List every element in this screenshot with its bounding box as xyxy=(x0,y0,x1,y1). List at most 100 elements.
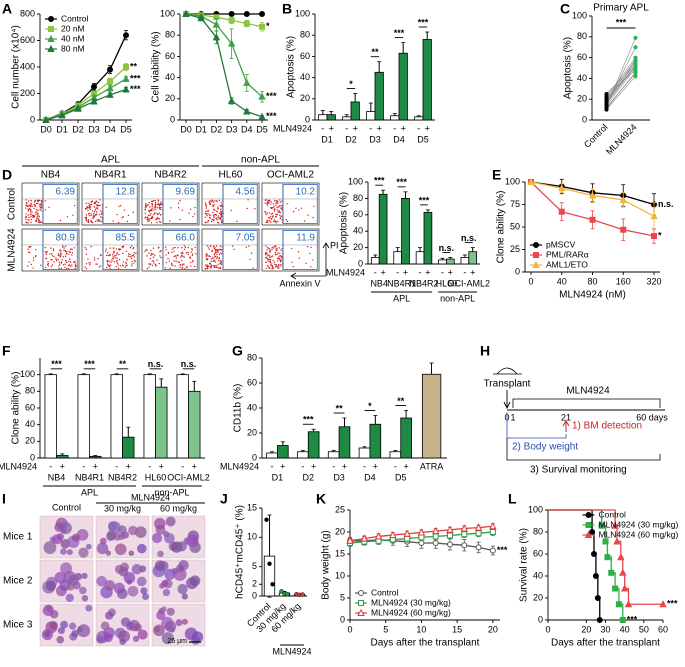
marker xyxy=(589,529,596,535)
y-axis-label: Apoptosis (%) xyxy=(339,192,350,254)
flow-event xyxy=(281,257,283,259)
flow-event xyxy=(38,215,41,218)
significance: ** xyxy=(397,396,405,406)
flow-event xyxy=(71,254,73,256)
bar xyxy=(266,452,278,459)
flow-event xyxy=(213,218,215,221)
bar xyxy=(77,374,90,459)
flow-event xyxy=(246,207,248,210)
flow-event xyxy=(122,261,124,263)
flow-event xyxy=(115,254,117,257)
x-axis-label: MLN4924 (nM) xyxy=(559,290,626,301)
flow-event xyxy=(265,267,268,270)
flow-event xyxy=(180,252,182,254)
cell xyxy=(119,638,126,646)
flow-event xyxy=(159,255,161,257)
flow-event xyxy=(119,205,122,207)
flow-event xyxy=(52,248,55,250)
flow-event xyxy=(85,268,88,270)
flow-event xyxy=(276,209,278,211)
marker xyxy=(122,85,130,93)
flow-event xyxy=(122,245,125,247)
flow-event xyxy=(160,206,162,209)
step-label: 3) Survival monitoring xyxy=(530,465,627,476)
data-point xyxy=(633,74,638,79)
marker xyxy=(91,83,97,90)
flow-event xyxy=(216,219,219,221)
marker xyxy=(598,522,605,529)
flow-event xyxy=(106,254,108,257)
flow-event xyxy=(190,261,192,264)
x-tick-label: NB4R2 xyxy=(108,472,137,482)
flow-event xyxy=(249,258,251,261)
flow-event xyxy=(191,254,194,257)
y-axis-label: Body weight (g) xyxy=(321,530,332,599)
flow-event xyxy=(121,216,123,219)
flow-event xyxy=(220,214,223,216)
marker xyxy=(617,553,625,561)
cell xyxy=(153,624,165,637)
flow-event xyxy=(90,220,93,222)
flow-event xyxy=(45,257,47,259)
flow-event xyxy=(266,258,268,260)
flow-event xyxy=(267,254,269,256)
flow-event xyxy=(68,253,70,255)
flow-event xyxy=(307,214,309,216)
flow-event xyxy=(129,256,131,258)
flow-event xyxy=(281,200,283,203)
flow-event xyxy=(213,216,215,219)
cell xyxy=(126,579,132,585)
bar xyxy=(414,116,424,121)
marker xyxy=(475,544,482,551)
flow-event xyxy=(37,215,39,217)
legend-label: MLN4924 (30 mg/kg) xyxy=(599,519,679,529)
flow-event xyxy=(266,202,268,204)
marker xyxy=(619,195,627,203)
flow-event xyxy=(265,221,267,223)
y-axis-label: Clone ability (%) xyxy=(11,372,22,445)
x-tick-label: D5 xyxy=(256,124,268,134)
flow-event xyxy=(131,254,134,257)
flow-event xyxy=(147,204,149,206)
flow-event xyxy=(28,209,30,211)
flow-event xyxy=(205,204,207,206)
flow-event xyxy=(158,262,160,265)
flow-event xyxy=(218,257,221,259)
flow-event xyxy=(279,211,282,214)
bar xyxy=(415,251,425,265)
x-tick-label: HL60 xyxy=(145,472,167,482)
flow-event xyxy=(160,256,162,259)
column-label: 30 mg/kg xyxy=(104,503,141,513)
flow-event xyxy=(218,212,221,215)
significance: *** xyxy=(418,17,429,27)
flow-event xyxy=(312,216,314,219)
flow-event xyxy=(35,200,37,202)
flow-event xyxy=(37,202,39,205)
flow-event xyxy=(191,248,193,250)
cell xyxy=(43,541,57,555)
x-tick-label: D2 xyxy=(211,124,223,134)
marker xyxy=(48,16,54,22)
flow-event xyxy=(113,261,115,263)
flow-event xyxy=(57,254,59,256)
flow-event xyxy=(214,261,217,263)
flow-event xyxy=(160,201,162,203)
flow-event xyxy=(264,202,266,204)
flow-event xyxy=(151,203,153,205)
flow-event xyxy=(146,249,148,251)
flow-event xyxy=(37,209,39,212)
flow-event xyxy=(123,209,126,211)
treatment-level: + xyxy=(329,123,334,133)
flow-event xyxy=(126,220,128,223)
cell xyxy=(136,576,147,587)
significance: *** xyxy=(303,415,314,425)
flow-event xyxy=(265,199,267,201)
y-tick-label: 0 xyxy=(30,114,35,124)
flow-event xyxy=(271,268,273,270)
flow-event xyxy=(184,267,186,270)
flow-event xyxy=(276,260,279,262)
flow-event xyxy=(270,218,273,220)
bar xyxy=(401,197,410,265)
flow-event xyxy=(265,213,267,216)
flow-event xyxy=(215,266,218,269)
